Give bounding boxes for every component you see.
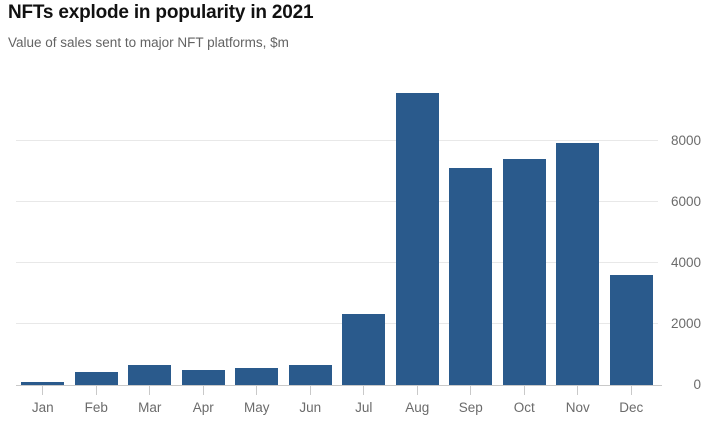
chart-title: NFTs explode in popularity in 2021 — [8, 2, 314, 23]
bar-slot-jul — [337, 85, 391, 385]
bar-jun — [288, 365, 332, 385]
xtick-slot-dec — [605, 386, 659, 395]
bar-slot-sep — [444, 85, 498, 385]
bar-slot-mar — [123, 85, 177, 385]
bar-jul — [342, 313, 386, 385]
xtick-slot-jun — [284, 386, 338, 395]
bar-slot-aug — [391, 85, 445, 385]
xlabel-dec: Dec — [619, 400, 644, 415]
gridline-4000 — [16, 261, 658, 263]
x-axis-line — [16, 385, 662, 386]
bar-slot-jan — [16, 85, 70, 385]
gridline-6000 — [16, 200, 658, 202]
xtick-slot-oct — [498, 386, 552, 395]
x-axis-ticks — [16, 386, 658, 395]
ylabel-2000: 2000 — [670, 315, 701, 331]
ylabel-6000: 6000 — [670, 193, 701, 209]
bar-slot-nov — [551, 85, 605, 385]
xtick-slot-aug — [391, 386, 445, 395]
xlabel-oct: Oct — [513, 400, 535, 415]
xtick-jan — [42, 386, 44, 395]
ylabel-8000: 8000 — [670, 132, 701, 148]
xtick-slot-apr — [177, 386, 231, 395]
xtick-slot-may — [230, 386, 284, 395]
xtick-may — [256, 386, 258, 395]
ylabel-4000: 4000 — [670, 254, 701, 270]
xtick-sep — [470, 386, 472, 395]
bar-apr — [181, 369, 225, 385]
bar-jan — [21, 381, 65, 385]
xlabel-nov: Nov — [565, 400, 590, 415]
bar-slot-dec — [605, 85, 659, 385]
chart-subtitle: Value of sales sent to major NFT platfor… — [8, 35, 289, 50]
bar-nov — [556, 143, 600, 385]
xtick-slot-jul — [337, 386, 391, 395]
xlabel-apr: Apr — [192, 400, 214, 415]
xtick-apr — [202, 386, 204, 395]
xlabel-jul: Jul — [355, 400, 373, 415]
xtick-slot-feb — [70, 386, 124, 395]
xlabel-aug: Aug — [405, 400, 430, 415]
xtick-slot-nov — [551, 386, 605, 395]
xtick-jul — [363, 386, 365, 395]
xtick-mar — [149, 386, 151, 395]
bar-mar — [128, 365, 172, 385]
xlabel-jan: Jan — [31, 400, 54, 415]
bar-slot-apr — [177, 85, 231, 385]
xtick-nov — [577, 386, 579, 395]
bar-dec — [609, 275, 653, 385]
xtick-dec — [630, 386, 632, 395]
bar-slot-may — [230, 85, 284, 385]
xtick-feb — [95, 386, 97, 395]
ylabel-0: 0 — [693, 377, 701, 392]
bar-oct — [502, 159, 546, 385]
x-axis-labels: Jan Feb Mar Apr May Jun Jul Aug Sep Oct Nov Dec — [16, 399, 658, 416]
xlabel-feb: Feb — [84, 400, 108, 415]
bar-sep — [449, 167, 493, 385]
xlabel-jun: Jun — [299, 400, 322, 415]
bar-series — [16, 85, 658, 385]
bar-may — [235, 367, 279, 385]
gridline-8000 — [16, 139, 658, 141]
bar-slot-jun — [284, 85, 338, 385]
xtick-oct — [523, 386, 525, 395]
xlabel-mar: Mar — [138, 400, 162, 415]
bar-aug — [395, 93, 439, 385]
bar-slot-oct — [498, 85, 552, 385]
gridline-2000 — [16, 322, 658, 324]
xlabel-sep: Sep — [458, 400, 483, 415]
xlabel-may: May — [243, 400, 270, 415]
xtick-slot-mar — [123, 386, 177, 395]
xtick-slot-jan — [16, 386, 70, 395]
bar-slot-feb — [70, 85, 124, 385]
xtick-slot-sep — [444, 386, 498, 395]
xtick-jun — [309, 386, 311, 395]
plot-area — [16, 85, 658, 385]
xtick-aug — [416, 386, 418, 395]
bar-feb — [74, 372, 118, 385]
